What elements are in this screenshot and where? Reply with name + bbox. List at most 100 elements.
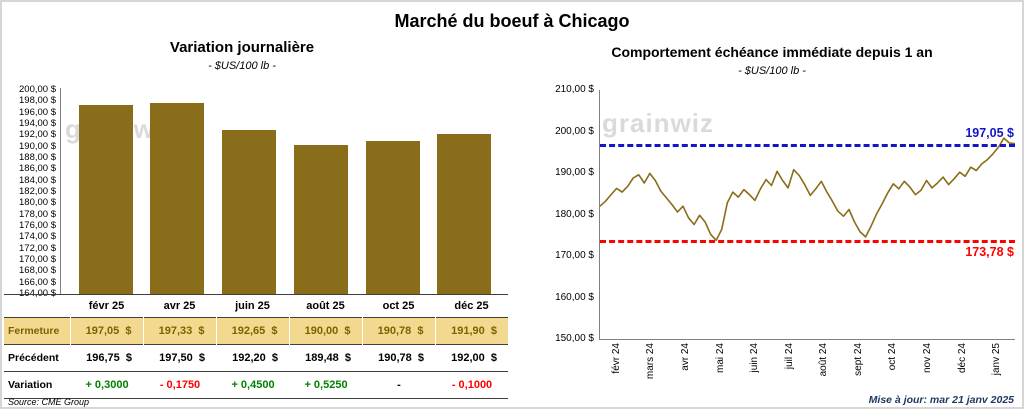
y-tick-label: 176,00 $ [19,219,56,231]
table-corner [4,295,70,318]
table-cell: + 0,4500 [231,379,275,391]
line-chart-plot: grainwiz 197,05 $ 173,78 $ [599,90,1015,340]
x-tick-label: nov 24 [921,343,933,374]
y-tick-label: 186,00 $ [19,163,56,175]
y-tick-label: 196,00 $ [19,106,56,118]
y-tick-label: 190,00 $ [19,140,56,152]
bar-chart-title: Variation journalière [169,39,315,56]
x-tick: nov 24 [910,343,945,395]
table-cell: - [397,379,401,391]
y-tick-label: 188,00 $ [19,151,56,163]
x-tick-label: juin 24 [749,343,761,373]
y-tick-label: 180,00 $ [555,208,594,220]
table-cell: 191,90 $ [434,317,508,345]
table-cell: 190,78 $ [361,317,435,345]
x-tick: déc 24 [945,343,980,395]
table-row-fermeture: Fermeture 197,05 $197,33 $192,65 $190,00 … [4,317,508,345]
y-tick-label: 198,00 $ [19,95,56,107]
watermark: grainwiz [602,108,715,138]
table-cell: 192,65 $ [215,317,289,345]
y-tick-label: 200,00 $ [19,84,56,95]
column-header: juin 25 [235,300,270,312]
x-tick-label: juil 24 [783,343,795,370]
table-cell: 190,00 $ [288,317,362,345]
x-tick-label: févr 24 [610,343,622,374]
table-cell: 197,33 $ [142,317,216,345]
source-note: Source: CME Group [8,397,90,407]
x-tick: avr 24 [668,343,703,395]
row-label: Variation [8,379,53,391]
table-header-row: févr 25 avr 25 juin 25 août 25 oct 25 déc 25 [4,295,508,318]
x-tick: janv 25 [979,343,1014,395]
table-cell: - 0,1000 [451,379,493,391]
x-tick: mai 24 [703,343,738,395]
table-cell: 192,00 $ [451,352,497,364]
x-tick: juin 24 [737,343,772,395]
column-header: avr 25 [163,300,196,312]
bar-chart-y-axis: 200,00 $198,00 $196,00 $194,00 $192,00 $… [4,84,56,299]
y-tick-label: 182,00 $ [19,185,56,197]
y-tick-label: 164,00 $ [19,287,56,299]
table-cell: 197,05 $ [69,317,143,345]
bar-chart-plot: grainwiz [60,88,509,294]
y-tick-label: 180,00 $ [19,197,56,209]
y-tick-label: 190,00 $ [555,167,594,178]
row-label: Fermeture [8,325,60,337]
x-tick: oct 24 [876,343,911,395]
price-line [600,137,1015,242]
column-header: févr 25 [88,300,125,312]
table-cell: 190,78 $ [378,352,424,364]
price-table: févr 25 avr 25 juin 25 août 25 oct 25 déc 25 F… [4,294,508,399]
table-cell: 197,50 $ [159,352,205,364]
update-date: Mise à jour: mar 21 janv 2025 [868,394,1014,406]
x-tick: févr 24 [599,343,634,395]
bar [437,134,492,294]
bar [78,104,133,294]
line-chart-subtitle: - $US/100 lb - [738,65,806,77]
y-tick-label: 174,00 $ [19,231,56,243]
x-tick-label: déc 24 [956,343,968,374]
x-tick-label: août 24 [818,343,830,377]
low-dashed-line [600,240,1015,244]
column-header: déc 25 [454,300,489,312]
x-tick: juil 24 [772,343,807,395]
y-tick-label: 172,00 $ [19,242,56,254]
table-cell: 196,75 $ [86,352,132,364]
y-tick-label: 150,00 $ [555,333,594,344]
y-tick-label: 194,00 $ [19,117,56,129]
column-header: oct 25 [382,300,415,312]
table-cell: 192,20 $ [232,352,278,364]
bar-chart-subtitle: - $US/100 lb - [208,60,276,72]
x-tick-label: mars 24 [645,343,657,380]
x-tick-label: oct 24 [887,343,899,371]
x-tick-label: avr 24 [679,343,691,371]
bar [293,145,348,294]
bar [222,130,277,294]
table-row-precedent: Précédent 196,75 $ 197,50 $ 192,20 $ 189,48 … [4,345,508,372]
table-cell: + 0,3000 [85,379,129,391]
bar [150,103,205,294]
x-tick: août 24 [806,343,841,395]
row-label: Précédent [8,352,59,364]
y-tick-label: 160,00 $ [555,291,594,303]
line-chart-title: Comportement échéance immédiate depuis 1… [611,44,933,60]
line-chart-x-axis: févr 24 mars 24 avr 24 mai 24 juin 24 juil 24… [599,343,1014,395]
bar [365,140,420,294]
table-row-variation: Variation + 0,3000 - 0,1750 + 0,4500 + 0,525… [4,372,508,399]
low-value-label: 173,78 $ [965,245,1014,260]
x-tick: sept 24 [841,343,876,395]
y-tick-label: 200,00 $ [555,125,594,137]
y-tick-label: 184,00 $ [19,174,56,186]
price-line-svg [600,137,1015,242]
y-tick-label: 170,00 $ [19,253,56,265]
y-tick-label: 210,00 $ [555,84,594,95]
y-tick-label: 166,00 $ [19,276,56,288]
y-tick-label: 170,00 $ [555,250,594,261]
page-title: Marché du boeuf à Chicago [394,11,630,31]
table-cell: 189,48 $ [305,352,351,364]
column-header: août 25 [306,300,345,312]
y-tick-label: 168,00 $ [19,265,56,277]
high-value-label: 197,05 $ [965,125,1014,140]
x-tick-label: mai 24 [714,343,726,374]
